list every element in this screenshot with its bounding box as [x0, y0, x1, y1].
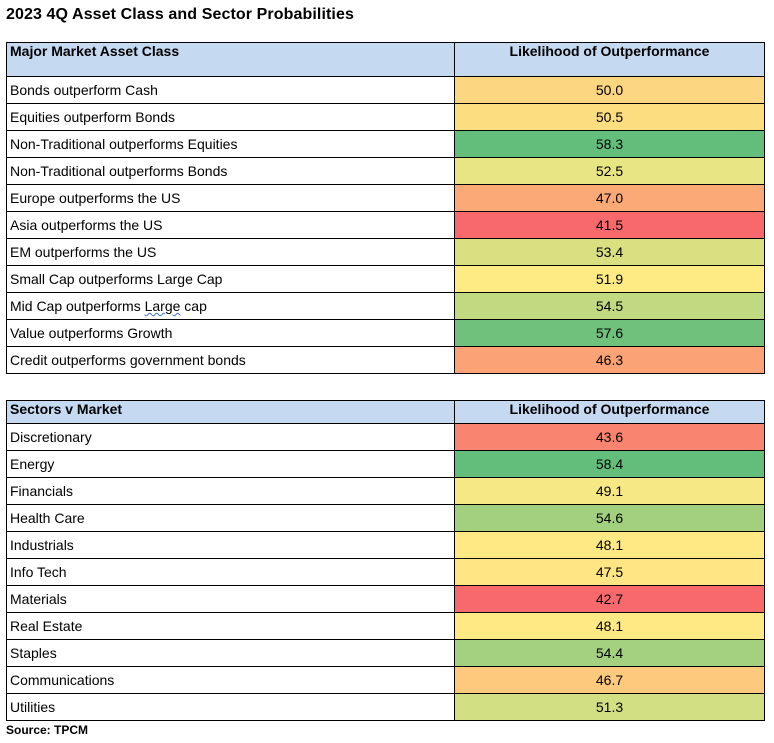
- row-value: 50.5: [454, 103, 765, 131]
- row-label: Energy: [6, 450, 455, 478]
- row-value: 54.4: [454, 639, 765, 667]
- row-value: 58.4: [454, 450, 765, 478]
- row-label: Financials: [6, 477, 455, 505]
- row-label: Info Tech: [6, 558, 455, 586]
- asset-class-row: Asia outperforms the US 41.5: [6, 211, 765, 239]
- asset-class-row: Equities outperform Bonds 50.5: [6, 103, 765, 131]
- sector-table-body: Discretionary 43.6 Energy 58.4 Financials 49.…: [6, 423, 765, 721]
- row-label: Real Estate: [6, 612, 455, 640]
- asset-class-header-label: Major Market Asset Class: [6, 42, 455, 77]
- row-label: Discretionary: [6, 423, 455, 451]
- sector-row: Discretionary 43.6: [6, 423, 765, 451]
- row-label: Asia outperforms the US: [6, 211, 455, 239]
- asset-class-header-row: Major Market Asset Class Likelihood of O…: [6, 42, 765, 77]
- sector-row: Utilities 51.3: [6, 693, 765, 721]
- row-label: Materials: [6, 585, 455, 613]
- asset-class-row: Europe outperforms the US 47.0: [6, 184, 765, 212]
- sector-row: Info Tech 47.5: [6, 558, 765, 586]
- asset-class-row: EM outperforms the US 53.4: [6, 238, 765, 266]
- asset-class-header-value: Likelihood of Outperformance: [454, 42, 765, 77]
- sector-row: Communications 46.7: [6, 666, 765, 694]
- row-label-part: Mid Cap outperforms: [10, 298, 145, 314]
- row-value: 50.0: [454, 76, 765, 104]
- sector-table: Sectors v Market Likelihood of Outperfor…: [6, 400, 765, 721]
- row-value: 47.5: [454, 558, 765, 586]
- row-label: Small Cap outperforms Large Cap: [6, 265, 455, 293]
- row-label: EM outperforms the US: [6, 238, 455, 266]
- row-value: 43.6: [454, 423, 765, 451]
- sector-header-value: Likelihood of Outperformance: [454, 400, 765, 424]
- sector-row: Materials 42.7: [6, 585, 765, 613]
- row-value: 48.1: [454, 612, 765, 640]
- sector-row: Staples 54.4: [6, 639, 765, 667]
- sector-row: Energy 58.4: [6, 450, 765, 478]
- row-value: 46.7: [454, 666, 765, 694]
- source-note: Source: TPCM: [6, 723, 89, 737]
- sector-header-row: Sectors v Market Likelihood of Outperfor…: [6, 400, 765, 424]
- row-label: Staples: [6, 639, 455, 667]
- row-label: Value outperforms Growth: [6, 319, 455, 347]
- row-label: Utilities: [6, 693, 455, 721]
- asset-class-row: Non-Traditional outperforms Bonds 52.5: [6, 157, 765, 185]
- asset-class-row: Credit outperforms government bonds 46.3: [6, 346, 765, 374]
- row-value: 57.6: [454, 319, 765, 347]
- row-label: Health Care: [6, 504, 455, 532]
- row-label: Credit outperforms government bonds: [6, 346, 455, 374]
- row-value: 48.1: [454, 531, 765, 559]
- row-value: 58.3: [454, 130, 765, 158]
- row-value: 52.5: [454, 157, 765, 185]
- row-value: 53.4: [454, 238, 765, 266]
- sector-row: Health Care 54.6: [6, 504, 765, 532]
- row-value: 47.0: [454, 184, 765, 212]
- asset-class-row: Value outperforms Growth 57.6: [6, 319, 765, 347]
- row-label: Industrials: [6, 531, 455, 559]
- row-label: Non-Traditional outperforms Bonds: [6, 157, 455, 185]
- row-label-spellcheck-word: Large: [144, 298, 181, 314]
- row-label: Europe outperforms the US: [6, 184, 455, 212]
- row-value: 42.7: [454, 585, 765, 613]
- row-label: Non-Traditional outperforms Equities: [6, 130, 455, 158]
- asset-class-row: Bonds outperform Cash 50.0: [6, 76, 765, 104]
- row-label: Bonds outperform Cash: [6, 76, 455, 104]
- row-label-part: cap: [180, 298, 207, 314]
- sector-row: Industrials 48.1: [6, 531, 765, 559]
- asset-class-table: Major Market Asset Class Likelihood of O…: [6, 42, 765, 374]
- row-value: 46.3: [454, 346, 765, 374]
- row-value: 54.6: [454, 504, 765, 532]
- row-value: 51.9: [454, 265, 765, 293]
- row-label: Communications: [6, 666, 455, 694]
- row-value: 54.5: [454, 292, 765, 320]
- row-label: Mid Cap outperforms Large cap: [6, 292, 455, 320]
- asset-class-table-body: Bonds outperform Cash 50.0 Equities outper…: [6, 76, 765, 374]
- page-title: 2023 4Q Asset Class and Sector Probabili…: [6, 6, 354, 23]
- asset-class-row: Non-Traditional outperforms Equities 58.3: [6, 130, 765, 158]
- sector-header-label: Sectors v Market: [6, 400, 455, 424]
- row-value: 41.5: [454, 211, 765, 239]
- asset-class-row: Small Cap outperforms Large Cap 51.9: [6, 265, 765, 293]
- row-value: 51.3: [454, 693, 765, 721]
- asset-class-row: Mid Cap outperforms Large cap 54.5: [6, 292, 765, 320]
- row-value: 49.1: [454, 477, 765, 505]
- row-label: Equities outperform Bonds: [6, 103, 455, 131]
- sector-row: Financials 49.1: [6, 477, 765, 505]
- sector-row: Real Estate 48.1: [6, 612, 765, 640]
